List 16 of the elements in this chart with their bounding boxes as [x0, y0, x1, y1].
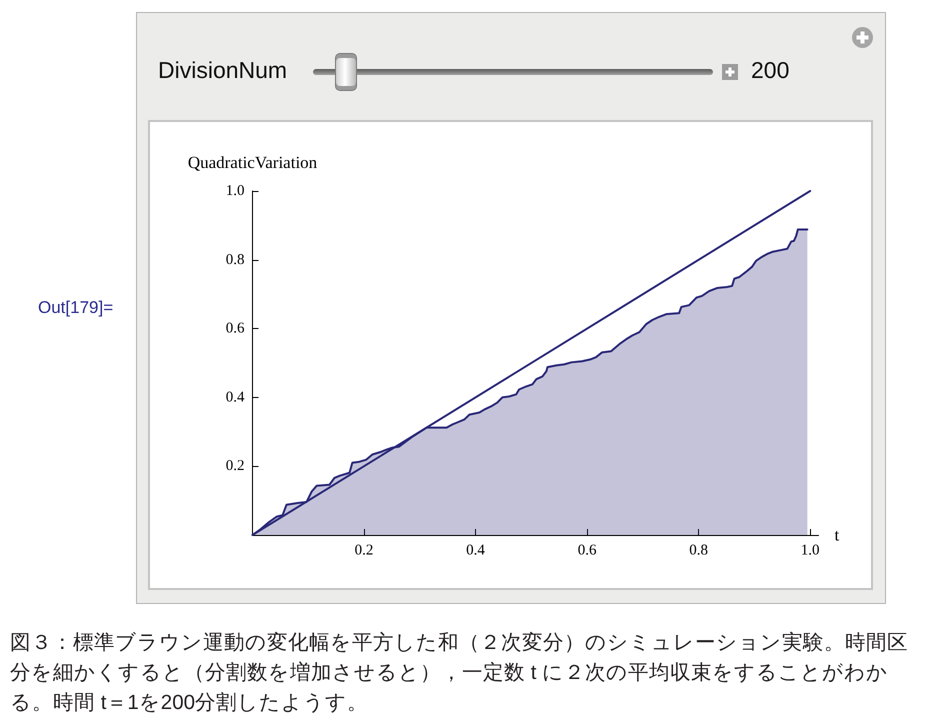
y-tick-label: 0.6 — [226, 320, 245, 337]
caption: 図３：標準ブラウン運動の変化幅を平方した和（２次変分）のシミュレーション実験。時間区分を細かくすると（分割数を増加させると），一定数 t に２次の平均収束をすることがわかる。時間 t＝1を200分割したようす。 — [10, 630, 909, 716]
y-tick-label: 0.4 — [226, 389, 245, 406]
x-tick-label: 1.0 — [800, 542, 820, 558]
text: 200 — [751, 57, 790, 84]
y-tick-label: 1.0 — [226, 183, 244, 199]
x-tick-label: 0.6 — [578, 542, 597, 558]
y-tick-label: 0.2 — [226, 458, 244, 474]
text: DivisionNum — [158, 57, 288, 84]
text: Out[179]= — [38, 298, 114, 318]
x-tick-label: 0.2 — [354, 542, 374, 558]
y-tick-label: 0.8 — [226, 252, 244, 268]
y-axis-title: QuadraticVariation — [188, 153, 318, 172]
x-tick-label: 0.8 — [689, 542, 708, 558]
x-axis-title: t — [834, 526, 840, 544]
x-tick-label: 0.4 — [466, 542, 486, 558]
